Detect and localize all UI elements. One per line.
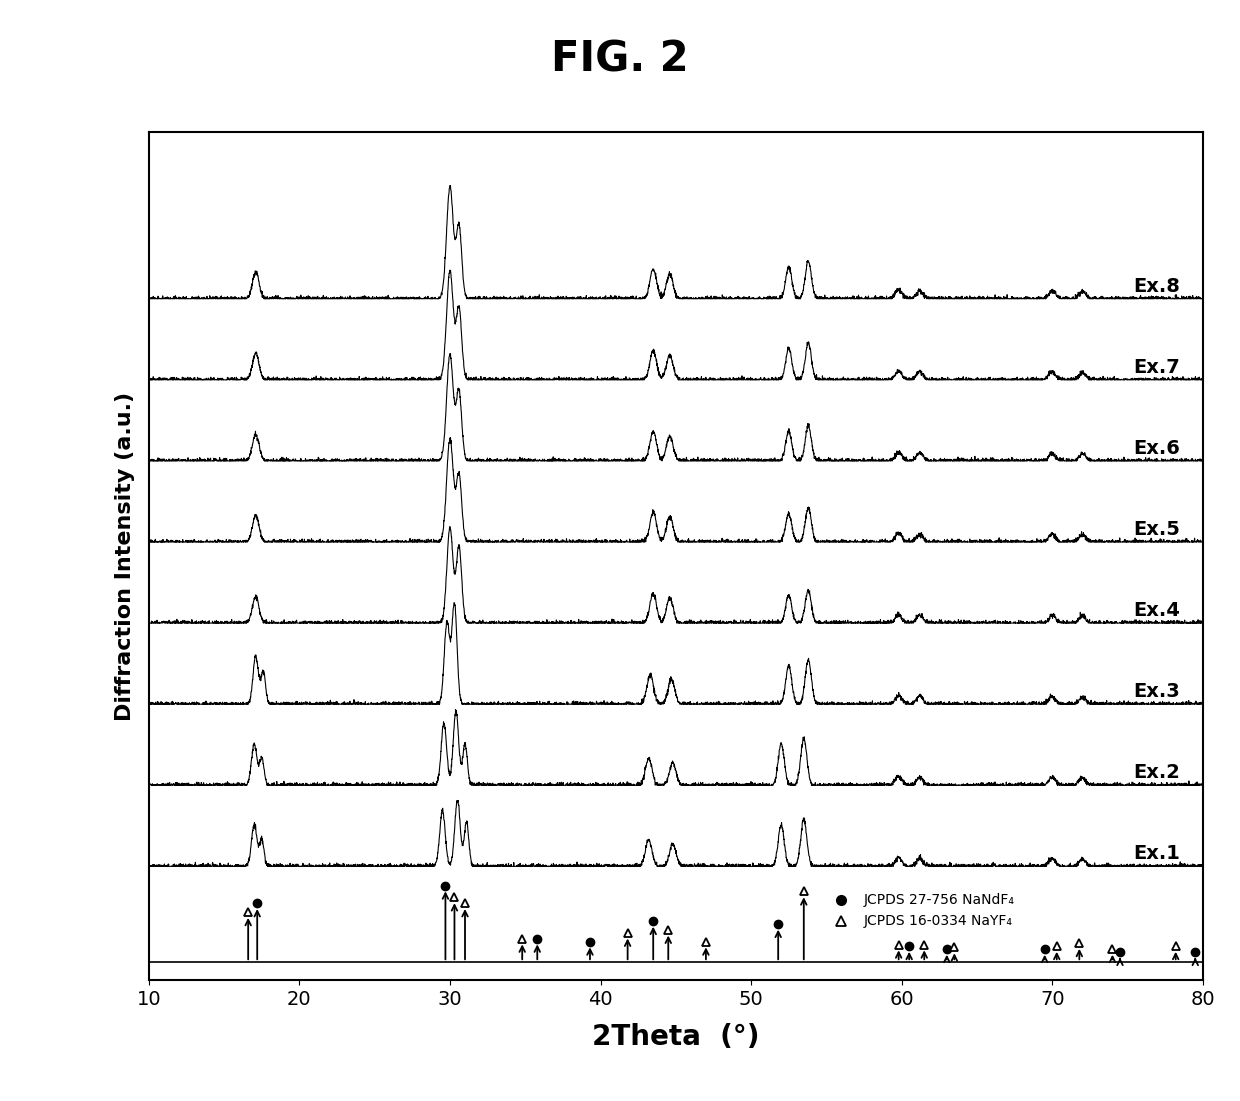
Text: JCPDS 16-0334 NaYF₄: JCPDS 16-0334 NaYF₄ — [864, 914, 1013, 928]
Text: FIG. 2: FIG. 2 — [552, 39, 688, 80]
Text: Ex.2: Ex.2 — [1133, 763, 1180, 783]
Text: Ex.8: Ex.8 — [1133, 276, 1180, 296]
Text: Ex.3: Ex.3 — [1133, 683, 1180, 701]
Text: Ex.5: Ex.5 — [1133, 520, 1180, 539]
Text: Ex.7: Ex.7 — [1133, 358, 1180, 377]
Text: Ex.6: Ex.6 — [1133, 439, 1180, 458]
Text: JCPDS 27-756 NaNdF₄: JCPDS 27-756 NaNdF₄ — [864, 893, 1016, 907]
Text: Ex.4: Ex.4 — [1133, 601, 1180, 620]
Y-axis label: Diffraction Intensity (a.u.): Diffraction Intensity (a.u.) — [115, 392, 135, 720]
Text: Ex.1: Ex.1 — [1133, 844, 1180, 863]
X-axis label: 2Theta  (°): 2Theta (°) — [591, 1023, 760, 1050]
